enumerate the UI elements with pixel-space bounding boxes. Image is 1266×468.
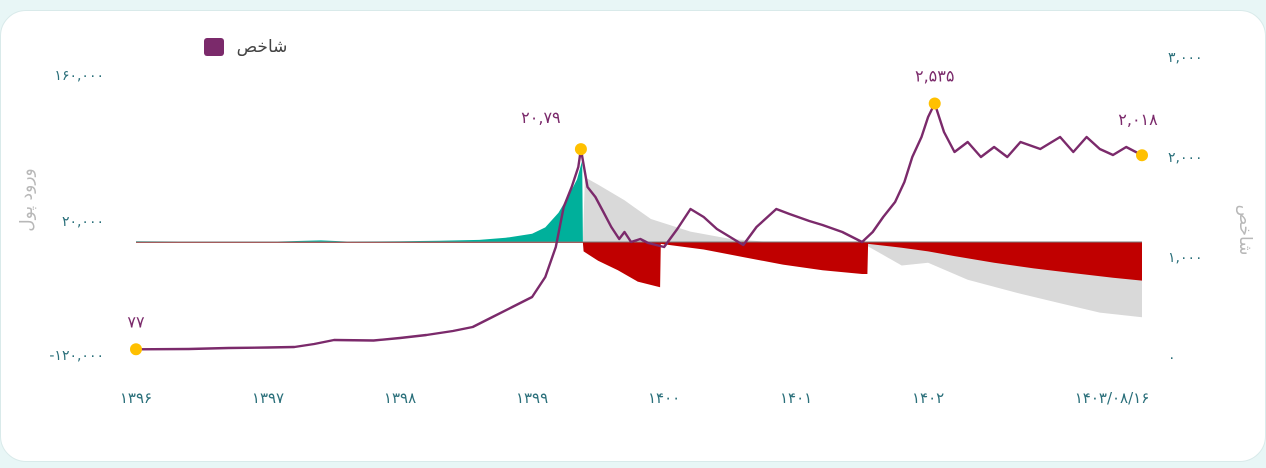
annotation-layer: ۷۷ ۲۰,۷۹ ۲,۵۳۵ ۲,۰۱۸ [127,67,1158,356]
right-axis-title: شاخص [1235,205,1255,256]
left-tick-label: ۲۰,۰۰۰ [62,214,104,230]
left-tick-label: ۱۶۰,۰۰۰ [54,68,104,84]
annotation-label: ۲,۵۳۵ [915,67,954,86]
right-tick-label: ۰ [1168,350,1176,366]
x-tick-label: ۱۳۹۷ [252,389,284,407]
legend-swatch [204,38,224,56]
annotation-marker [1136,149,1148,162]
x-tick-label: ۱۴۰۳/۰۸/۱۶ [1075,389,1150,407]
left-axis-title: ورود پول [17,168,37,231]
left-tick-label: -۱۲۰,۰۰۰ [49,348,104,364]
outflow-area [136,242,1142,288]
right-tick-label: ۳,۰۰۰ [1168,50,1203,66]
annotation-marker [928,97,941,110]
index-line [135,102,1143,351]
x-tick-label: ۱۴۰۱ [780,389,812,407]
right-tick-label: ۲,۰۰۰ [1168,150,1203,166]
legend-label: شاخص [237,37,288,57]
annotation-marker [130,343,142,356]
annotation-label: ۲,۰۱۸ [1118,110,1158,129]
area-layer [136,160,1142,318]
right-tick-label: ۱,۰۰۰ [1168,250,1203,266]
line-layer [135,102,1143,351]
tick-layer: ۱۶۰,۰۰۰ ۲۰,۰۰۰ -۱۲۰,۰۰۰ ۳,۰۰۰ ۲,۰۰۰ ۱,۰۰۰ ۰ ۱۳۹… [49,50,1202,407]
annotation-marker [574,143,587,156]
cumulative-area [582,177,1142,318]
annotation-label: ۷۷ [127,312,145,331]
x-tick-label: ۱۴۰۲ [912,389,944,407]
legend[interactable]: شاخص [204,37,287,57]
x-tick-label: ۱۴۰۰ [648,389,680,407]
x-tick-label: ۱۳۹۸ [384,389,416,407]
x-tick-label: ۱۳۹۹ [516,389,548,407]
x-tick-label: ۱۳۹۶ [120,389,152,407]
annotation-label: ۲۰,۷۹ [521,108,560,127]
